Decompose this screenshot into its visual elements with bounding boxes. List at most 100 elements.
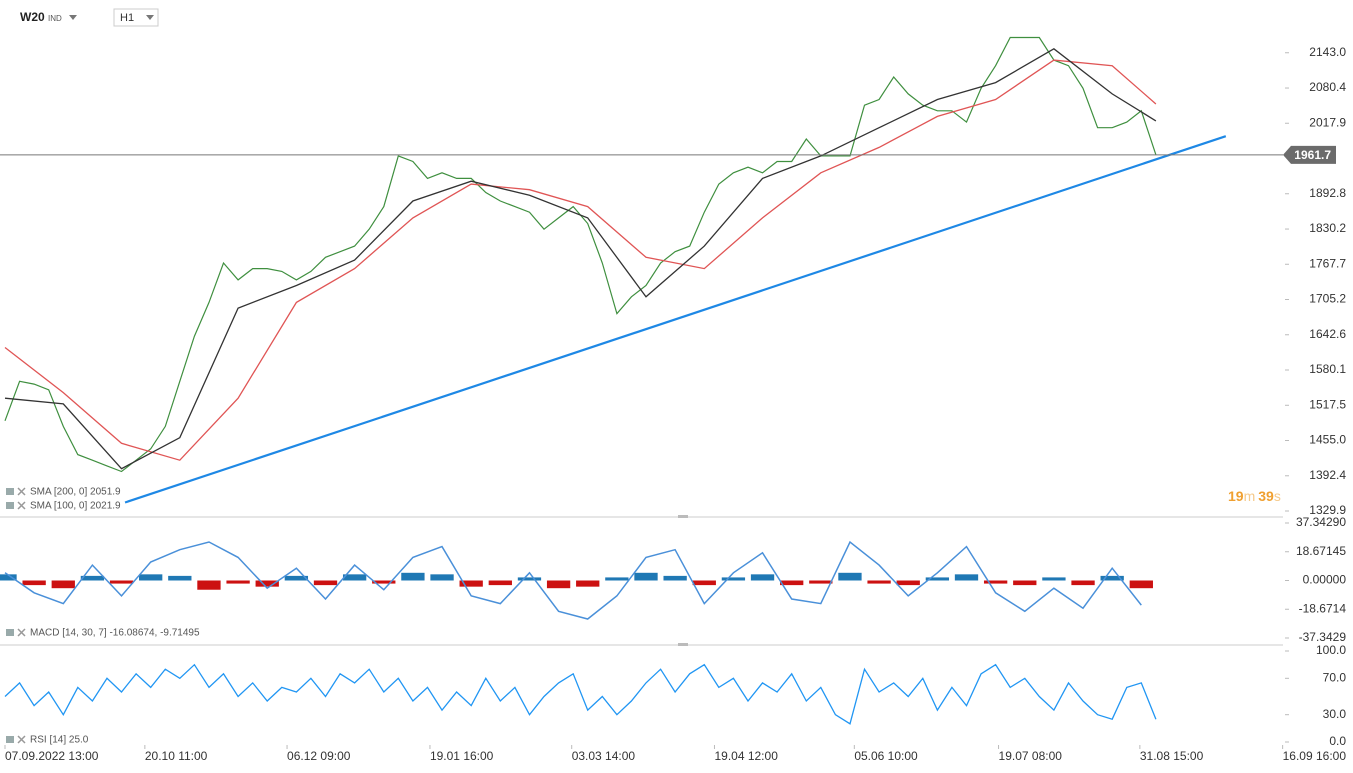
last-price-box: [1283, 145, 1336, 164]
histogram-bar: [576, 580, 600, 587]
histogram-bar: [896, 580, 920, 586]
symbol-dropdown[interactable]: [69, 15, 77, 20]
histogram-bar: [634, 572, 658, 581]
y-tick-label: 1830.2: [1309, 221, 1346, 235]
y-tick-label: 1705.2: [1309, 292, 1346, 306]
y-tick-label: 70.0: [1323, 670, 1347, 684]
y-tick-label: 0.00000: [1303, 573, 1347, 587]
histogram-bar: [51, 580, 75, 589]
histogram-bar: [1100, 575, 1124, 581]
histogram-bar: [838, 572, 862, 581]
x-tick-label: 07.09.2022 13:00: [5, 749, 99, 763]
histogram-bar: [430, 574, 454, 581]
y-tick-label: 37.34290: [1296, 515, 1346, 529]
indicator-line: [4, 663, 1157, 725]
histogram-bar: [284, 575, 309, 581]
x-tick-label: 03.03 14:00: [572, 749, 636, 763]
histogram-bar: [313, 580, 338, 586]
histogram-bar: [1129, 580, 1153, 589]
timeframe[interactable]: H1: [120, 12, 134, 24]
y-tick-label: 1767.7: [1309, 256, 1346, 270]
trendline: [124, 135, 1227, 504]
y-tick-label: 2143.0: [1309, 45, 1346, 59]
histogram-bar: [867, 580, 891, 584]
histogram-bar: [226, 580, 250, 584]
indicator-line: [4, 48, 1157, 470]
histogram-bar: [780, 580, 804, 586]
histogram-bar: [168, 575, 192, 581]
timeframe-box[interactable]: [113, 8, 159, 27]
legend-icon: [6, 736, 14, 743]
countdown-min: 19: [1228, 488, 1244, 504]
histogram-bar: [663, 575, 687, 581]
countdown: 19m 39s: [1228, 488, 1281, 504]
histogram-bar: [692, 580, 716, 586]
histogram-bar: [139, 574, 163, 581]
histogram-bar: [1042, 577, 1066, 581]
indicator-line: [4, 59, 1157, 461]
countdown-sec: 39: [1258, 488, 1274, 504]
histogram-bar: [605, 577, 629, 581]
pane-handle[interactable]: [678, 643, 688, 646]
legend-icon: [6, 488, 14, 495]
histogram-bar: [488, 580, 512, 586]
symbol[interactable]: W20: [20, 10, 45, 24]
y-tick-label: 30.0: [1323, 707, 1347, 721]
y-tick-label: 0.0: [1329, 734, 1346, 748]
histogram-bar: [342, 574, 367, 581]
histogram-bar: [80, 575, 105, 581]
y-tick-label: 1392.4: [1309, 468, 1346, 482]
legend-remove: [17, 487, 26, 496]
y-tick-label: 1329.9: [1309, 503, 1346, 517]
legend-label: RSI [14] 25.0: [30, 735, 89, 746]
histogram-bar: [925, 577, 950, 581]
y-tick-label: -37.3429: [1299, 630, 1347, 644]
legend-remove: [17, 501, 26, 510]
y-tick-label: 1517.5: [1309, 397, 1346, 411]
symbol-class: IND: [48, 14, 62, 23]
pane-handle[interactable]: [678, 515, 688, 518]
histogram-bar: [22, 580, 46, 586]
y-tick-label: 2017.9: [1309, 115, 1346, 129]
legend-remove: [17, 628, 26, 637]
histogram-bar: [983, 580, 1008, 584]
histogram-bar: [401, 572, 425, 581]
y-tick-label: 1580.1: [1309, 362, 1346, 376]
last-price-label: 1961.7: [1294, 148, 1331, 162]
histogram-bar: [0, 574, 17, 581]
histogram-bar: [546, 580, 571, 589]
x-tick-label: 19.01 16:00: [430, 749, 494, 763]
histogram-bar: [197, 580, 221, 590]
histogram-bar: [809, 580, 833, 584]
histogram-bar: [721, 577, 746, 581]
y-tick-label: -18.6714: [1299, 601, 1347, 615]
histogram-bar: [954, 574, 979, 581]
histogram-bar: [517, 577, 542, 581]
x-tick-label: 19.04 12:00: [714, 749, 778, 763]
y-tick-label: 1642.6: [1309, 327, 1346, 341]
macd-line: [4, 540, 1142, 620]
x-tick-label: 06.12 09:00: [287, 749, 351, 763]
y-tick-label: 1892.8: [1309, 186, 1346, 200]
y-tick-label: 100.0: [1316, 643, 1346, 657]
legend-label: SMA [100, 0] 2021.9: [30, 501, 121, 512]
y-tick-label: 18.67145: [1296, 544, 1346, 558]
timeframe-dropdown: [146, 15, 154, 20]
y-tick-label: 2080.4: [1309, 80, 1346, 94]
histogram-bar: [372, 580, 396, 584]
x-tick-label: 16.09 16:00: [1283, 749, 1347, 763]
histogram-bar: [1013, 580, 1037, 586]
legend-label: MACD [14, 30, 7] -16.08674, -9.71495: [30, 628, 200, 639]
legend-label: SMA [200, 0] 2051.9: [30, 487, 121, 498]
legend-icon: [6, 629, 14, 636]
histogram-bar: [750, 574, 775, 581]
histogram-bar: [255, 580, 279, 587]
legend-icon: [6, 502, 14, 509]
x-tick-label: 31.08 15:00: [1140, 749, 1204, 763]
countdown-s: s: [1274, 488, 1281, 504]
legend-remove: [17, 735, 26, 744]
x-tick-label: 19.07 08:00: [999, 749, 1063, 763]
histogram-bar: [459, 580, 483, 587]
